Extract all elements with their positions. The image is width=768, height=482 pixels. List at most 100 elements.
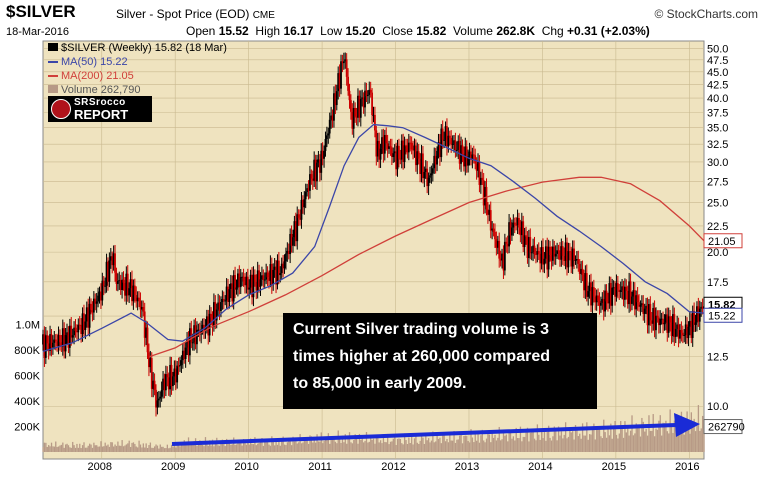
volume-bar xyxy=(526,427,529,452)
volume-bar xyxy=(190,443,193,452)
volume-bar xyxy=(378,442,380,452)
candle-body xyxy=(248,287,251,290)
candle-body xyxy=(657,317,660,326)
ma200-line xyxy=(149,176,705,358)
volume-bar xyxy=(637,427,639,452)
volume-bar xyxy=(584,435,587,452)
candle-body xyxy=(673,314,676,337)
candle-body xyxy=(352,107,355,129)
x-tick-2013: 2013 xyxy=(455,461,479,473)
candle-body xyxy=(424,168,427,172)
candle-body xyxy=(337,73,340,92)
volume-bar xyxy=(210,445,212,452)
volume-bar xyxy=(433,442,435,452)
volume-bar xyxy=(42,447,44,452)
volume-bar xyxy=(337,430,339,452)
volume-bar xyxy=(196,445,198,452)
volume-bar xyxy=(394,435,396,452)
candle-body xyxy=(300,199,303,220)
volume-bar xyxy=(170,444,173,452)
volume-bar xyxy=(120,445,122,452)
volume-bar xyxy=(183,440,185,452)
chg-label: Chg xyxy=(541,24,564,38)
candle-body xyxy=(427,177,430,187)
candle-body xyxy=(338,73,341,89)
candle-body xyxy=(98,291,101,296)
volume-tick-label: 600K xyxy=(14,371,40,383)
brand-label[interactable]: © StockCharts.com xyxy=(654,7,758,21)
candle-body xyxy=(405,145,407,147)
candle-body xyxy=(701,306,704,309)
volume-bar xyxy=(663,423,666,452)
volume-bar xyxy=(467,441,469,452)
candle-body xyxy=(105,261,108,286)
candle-body xyxy=(399,158,402,160)
volume-bar xyxy=(161,446,163,452)
volume-bar xyxy=(466,435,468,452)
candle-body xyxy=(700,306,703,309)
volume-bar xyxy=(682,429,684,452)
volume-bar xyxy=(252,444,255,452)
candle-body xyxy=(321,150,324,159)
volume-bar xyxy=(186,444,188,452)
candle-body xyxy=(438,142,441,158)
volume-bar xyxy=(435,441,437,452)
srsrocco-logo: SRSrocco REPORT xyxy=(48,96,152,122)
candle-body xyxy=(133,285,136,296)
volume-bar xyxy=(677,434,680,452)
volume-bar xyxy=(511,438,513,452)
candle-body xyxy=(649,303,652,321)
volume-bar xyxy=(153,446,156,452)
volume-bar xyxy=(213,446,215,452)
volume-bar xyxy=(436,435,438,452)
candle-body xyxy=(390,147,393,157)
volume-bar xyxy=(632,435,635,452)
candle-body xyxy=(287,250,290,255)
volume-bar xyxy=(518,438,520,452)
y-tick-label: 27.5 xyxy=(707,176,728,188)
volume-bar xyxy=(103,446,105,452)
candle-body xyxy=(255,281,258,291)
candle-body xyxy=(112,253,115,266)
volume-bar xyxy=(494,434,496,452)
volume-bar xyxy=(656,429,659,452)
candle-body xyxy=(471,154,474,160)
volume-bar xyxy=(124,445,126,452)
volume-bar xyxy=(313,439,315,452)
candle-body xyxy=(145,327,148,338)
candle-body xyxy=(664,314,667,323)
candle-body xyxy=(252,274,255,298)
candle-body xyxy=(526,236,529,258)
volume-bar xyxy=(193,441,195,452)
volume-bar xyxy=(683,434,685,452)
legend-ma200-text: MA(200) 21.05 xyxy=(61,70,134,82)
volume-bar xyxy=(262,445,265,452)
volume-bar xyxy=(166,444,168,452)
volume-bar xyxy=(500,440,502,452)
candle-body xyxy=(276,260,279,285)
volume-bar xyxy=(117,441,119,452)
candle-body xyxy=(181,350,184,361)
volume-bar xyxy=(413,438,416,452)
candle-body xyxy=(53,339,56,343)
candle-body xyxy=(212,302,215,327)
y-tick-label: 30.0 xyxy=(707,157,728,169)
candle-body xyxy=(570,251,573,267)
candle-body xyxy=(369,89,372,93)
volume-bar xyxy=(577,436,579,452)
volume-bar xyxy=(607,427,609,452)
candle-body xyxy=(622,286,625,300)
candle-body xyxy=(342,61,345,64)
candle-body xyxy=(590,282,592,306)
volume-bar xyxy=(419,440,421,452)
candle-body xyxy=(251,274,253,298)
volume-bar xyxy=(644,431,646,452)
candle-body xyxy=(328,119,331,134)
candle-body xyxy=(505,241,508,244)
volume-bar xyxy=(655,428,657,452)
candle-body xyxy=(242,276,245,282)
volume-bar xyxy=(692,427,694,452)
candle-body xyxy=(116,281,119,284)
candle-body xyxy=(568,251,571,253)
candle-body xyxy=(571,248,574,267)
